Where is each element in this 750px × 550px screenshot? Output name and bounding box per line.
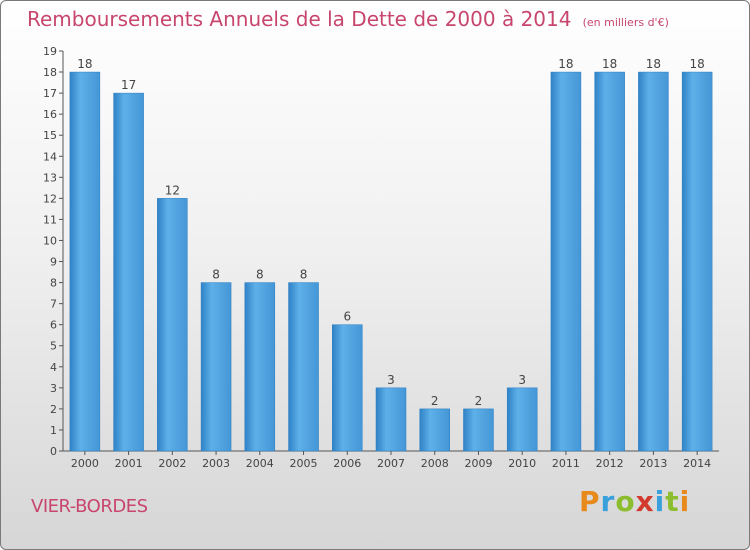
- x-tick-label: 2007: [377, 457, 405, 470]
- y-tick-label: 7: [50, 298, 57, 311]
- y-tick-label: 18: [43, 66, 57, 79]
- y-tick-label: 5: [50, 340, 57, 353]
- bar: [419, 408, 450, 452]
- proxiti-logo: Proxiti: [579, 485, 691, 518]
- bar: [463, 408, 494, 452]
- bar: [681, 71, 713, 452]
- data-label: 8: [300, 268, 308, 282]
- data-label: 2: [475, 394, 483, 408]
- data-label: 6: [343, 310, 351, 324]
- plot-area: 0123456789101112131415161718191820001720…: [43, 45, 719, 470]
- x-tick-label: 2001: [115, 457, 143, 470]
- x-tick-label: 2000: [71, 457, 99, 470]
- x-tick-label: 2012: [596, 457, 624, 470]
- unit-note: (en milliers d'€): [582, 16, 669, 29]
- bar: [69, 71, 101, 452]
- bar: [550, 71, 582, 452]
- data-label: 3: [387, 373, 395, 387]
- bar: [157, 198, 188, 452]
- y-tick-label: 16: [43, 108, 57, 121]
- data-label: 18: [77, 57, 92, 71]
- y-tick-label: 17: [43, 87, 57, 100]
- bar: [594, 71, 625, 452]
- data-label: 18: [646, 57, 661, 71]
- x-tick-label: 2006: [333, 457, 361, 470]
- data-label: 18: [558, 57, 573, 71]
- x-tick-label: 2010: [508, 457, 536, 470]
- bar: [638, 71, 669, 452]
- y-tick-label: 10: [43, 234, 57, 247]
- data-label: 18: [602, 57, 617, 71]
- y-tick-label: 1: [50, 424, 57, 437]
- y-tick-label: 4: [50, 361, 57, 374]
- data-label: 18: [689, 57, 704, 71]
- y-tick-label: 13: [43, 171, 57, 184]
- commune-name: VIER-BORDES: [31, 496, 148, 517]
- y-tick-label: 19: [43, 45, 57, 58]
- x-tick-label: 2011: [552, 457, 580, 470]
- bar: [288, 282, 319, 452]
- y-tick-label: 0: [50, 445, 57, 458]
- y-tick-label: 15: [43, 129, 57, 142]
- y-tick-label: 9: [50, 256, 57, 269]
- y-tick-label: 6: [50, 319, 57, 332]
- data-label: 2: [431, 394, 439, 408]
- x-tick-label: 2002: [158, 457, 186, 470]
- data-label: 17: [121, 78, 136, 92]
- bar: [200, 282, 232, 452]
- bar: [113, 92, 144, 452]
- data-label: 3: [518, 373, 526, 387]
- data-label: 8: [212, 268, 220, 282]
- y-tick-label: 14: [43, 150, 57, 163]
- x-tick-label: 2009: [464, 457, 492, 470]
- data-label: 12: [165, 183, 180, 197]
- y-tick-label: 3: [50, 382, 57, 395]
- bar: [332, 324, 363, 452]
- y-tick-label: 12: [43, 192, 57, 205]
- y-tick-label: 8: [50, 277, 57, 290]
- x-tick-label: 2014: [683, 457, 711, 470]
- x-tick-label: 2013: [639, 457, 667, 470]
- bar: [506, 387, 538, 452]
- x-tick-label: 2008: [421, 457, 449, 470]
- chart-title: Remboursements Annuels de la Dette de 20…: [27, 7, 572, 31]
- x-tick-label: 2003: [202, 457, 230, 470]
- y-tick-label: 2: [50, 403, 57, 416]
- y-tick-label: 11: [43, 213, 57, 226]
- bar: [375, 387, 407, 452]
- data-label: 8: [256, 268, 264, 282]
- title-row: Remboursements Annuels de la Dette de 20…: [27, 7, 669, 31]
- x-tick-label: 2004: [246, 457, 274, 470]
- x-tick-label: 2005: [290, 457, 318, 470]
- bar: [244, 282, 276, 452]
